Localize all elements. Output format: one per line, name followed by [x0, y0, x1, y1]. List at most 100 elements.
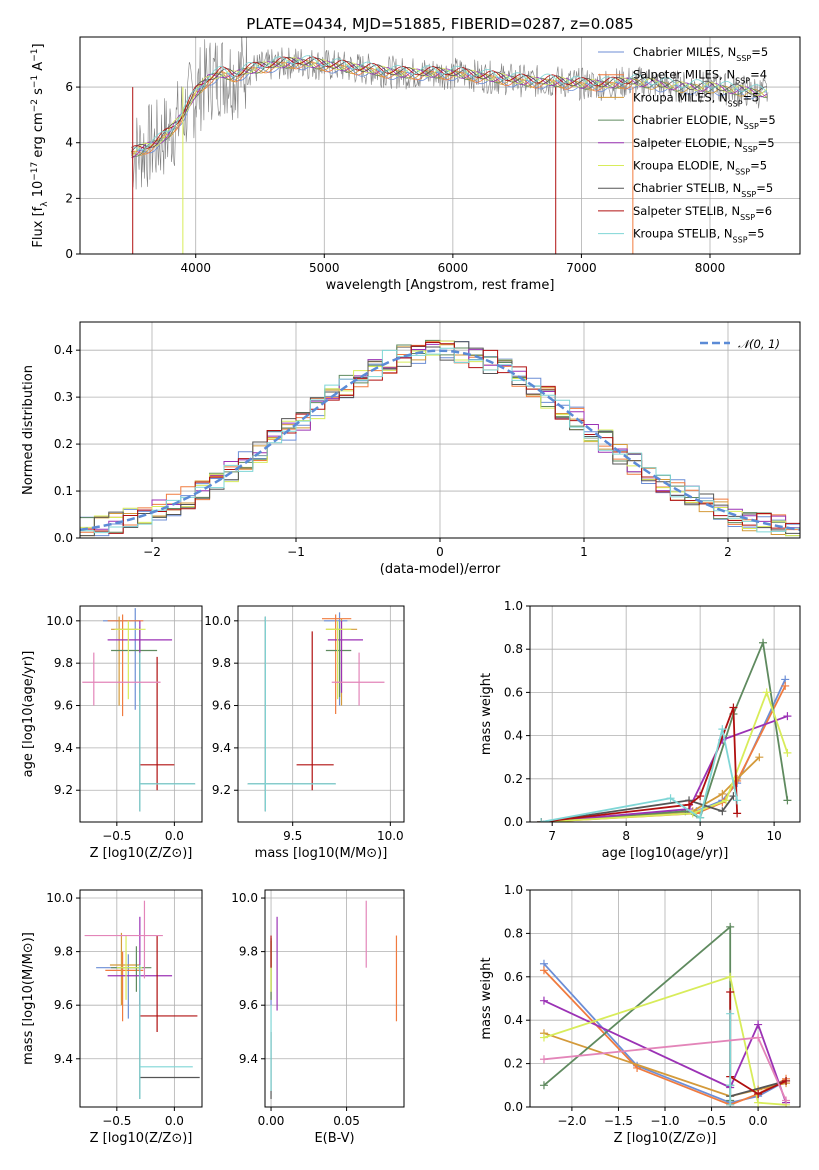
label-part: −1 [30, 49, 40, 62]
label-part: mass weight [479, 957, 494, 1039]
legend-entry: Kroupa STELIB, NSSP=5 [633, 227, 764, 245]
label-part: mass [log10(M/M⊙)] [21, 932, 36, 1065]
weight-marker [726, 1100, 735, 1107]
x-tick-label: −0.5 [697, 1114, 726, 1128]
y-axis-label: mass weight [479, 673, 494, 755]
label-part: mass weight [479, 673, 494, 755]
legend-tail: =5 [758, 136, 775, 150]
label-part: s [31, 88, 46, 99]
legend-entry: Kroupa MILES, NSSP=5 [633, 90, 759, 108]
weight-marker [754, 1033, 763, 1042]
y-axis-label: Normed distribution [21, 365, 36, 495]
legend-entry: Chabrier MILES, NSSP=5 [633, 45, 768, 63]
legend-sub: SSP [744, 122, 759, 131]
label-part: −17 [30, 162, 40, 181]
y-axis-label: mass [log10(M/M⊙)] [21, 932, 36, 1065]
weight-marker [754, 1089, 763, 1098]
x-tick-label: 6000 [438, 261, 469, 275]
y-tick-label: 0.0 [504, 815, 523, 829]
model-spectrum-7 [131, 56, 633, 149]
weight-line-4 [543, 999, 787, 1104]
legend-text: Salpeter STELIB, N [633, 204, 740, 218]
residual-histogram-7 [80, 341, 800, 534]
legend-entry: Salpeter STELIB, NSSP=6 [633, 204, 772, 222]
legend-tail: =5 [756, 181, 773, 195]
legend-tail: =5 [750, 159, 767, 173]
y-tick-label: 0.4 [504, 1013, 523, 1027]
weight-line-6 [540, 795, 735, 822]
weight-line-3 [541, 639, 789, 822]
y-tick-label: 9.2 [54, 783, 73, 797]
panel-age_vs_Z: −0.5 0.0 9.2 9.4 9.6 9.8 10.0 Z [log10(Z/Z⊙)] ag… [21, 605, 203, 861]
x-tick-label: −2.0 [557, 1114, 586, 1128]
weight-marker [729, 703, 738, 712]
y-tick-label: 0.3 [54, 390, 73, 404]
label-part: Z [log10(Z/Z⊙)] [614, 1131, 717, 1146]
panel-mass_vs_Z: −0.5 0.0 9.4 9.6 9.8 10.0 Z [log10(Z/Z⊙)] mass … [21, 889, 203, 1146]
plot-area [539, 922, 791, 1107]
weight-line-1 [541, 685, 787, 822]
y-tick-label: 10.0 [204, 614, 231, 628]
y-tick-label: 0.2 [54, 437, 73, 451]
weight-marker [726, 922, 735, 931]
label-part: erg cm [31, 112, 46, 161]
legend-sub: SSP [728, 99, 743, 108]
y-tick-label: 10.0 [231, 891, 258, 905]
label-part: λ [40, 201, 50, 207]
axes-frame [79, 605, 203, 823]
weight-marker [754, 1020, 763, 1029]
y-tick-label: 0.6 [504, 685, 523, 699]
weight-marker [539, 966, 548, 975]
y-tick-label: 9.8 [239, 945, 258, 959]
plot-area [82, 608, 196, 812]
weight-marker [718, 807, 727, 816]
y-tick-label: 0 [65, 247, 73, 261]
y-tick-label: 0.0 [54, 531, 73, 545]
legend-entry: Chabrier STELIB, NSSP=5 [633, 181, 773, 199]
label-part: age [log10(age/yr)] [21, 651, 36, 778]
legend-tail: =5 [751, 45, 768, 59]
y-tick-label: 9.4 [239, 1052, 258, 1066]
label-part: ] [31, 43, 46, 48]
y-tick-label: 9.8 [212, 656, 231, 670]
label-part: −2 [30, 99, 40, 112]
x-tick-label: 9.5 [283, 829, 302, 843]
legend-entry: Salpeter MILES, NSSP=4 [633, 68, 767, 86]
weight-marker [782, 1076, 791, 1085]
axes-frame [264, 889, 405, 1108]
weight-line-0 [541, 679, 787, 822]
x-tick-label: 8000 [695, 261, 726, 275]
legend-gaussian: 𝒩(0, 1) [738, 337, 780, 351]
weight-marker [718, 789, 727, 798]
legend-text: Kroupa STELIB, N [633, 227, 733, 241]
x-tick-label: 2 [724, 545, 732, 559]
weight-marker [726, 1081, 735, 1090]
weight-marker [733, 809, 742, 818]
weight-marker [685, 800, 694, 809]
legend-text: Chabrier STELIB, N [633, 181, 741, 195]
label-part: (data-model)/error [380, 562, 501, 577]
x-axis-label: (data-model)/error [380, 562, 501, 577]
x-tick-label: 10.0 [377, 829, 404, 843]
weight-marker [696, 792, 705, 801]
plot-area [270, 900, 398, 1099]
model-spectrum-5 [131, 57, 768, 157]
y-tick-label: 9.6 [54, 998, 73, 1012]
y-tick-label: 10.0 [46, 614, 73, 628]
plot-area [84, 900, 200, 1099]
label-part: Z [log10(Z/Z⊙)] [90, 1131, 193, 1146]
axes-frame [237, 605, 405, 823]
weight-marker [539, 1081, 548, 1090]
x-tick-label: 0.00 [258, 1114, 285, 1128]
weight-marker [537, 818, 546, 822]
label-part: 10 [31, 181, 46, 202]
x-tick-label: 0.0 [165, 829, 184, 843]
weight-marker [666, 794, 675, 803]
weight-marker [781, 681, 790, 690]
x-tick-label: 8 [622, 829, 630, 843]
x-tick-label: 0 [436, 545, 444, 559]
y-tick-label: 1.0 [504, 599, 523, 613]
label-part: E(B-V) [314, 1131, 354, 1146]
weight-marker [783, 748, 792, 757]
